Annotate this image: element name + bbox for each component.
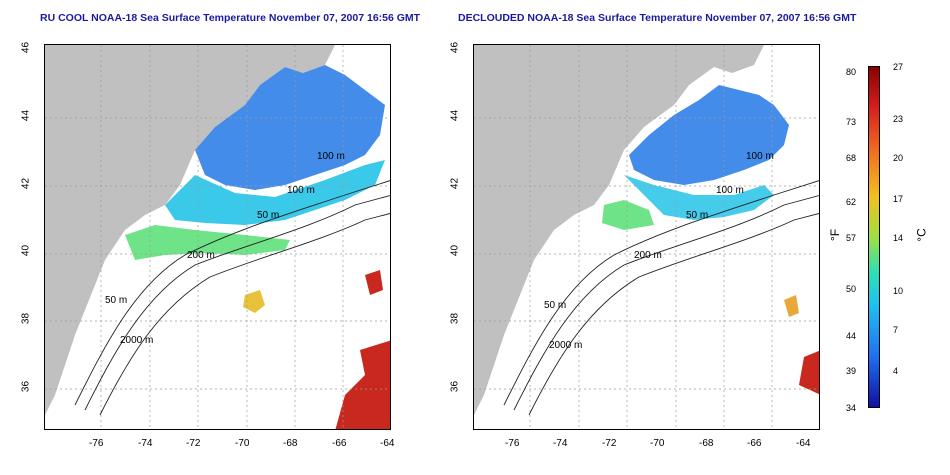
sst-cold-region	[629, 85, 789, 185]
contour-label-2000m: 2000 m	[120, 335, 154, 346]
right-y-tick: 42	[449, 177, 461, 190]
sst-warm-patch	[243, 290, 265, 313]
right-x-tick: -66	[747, 438, 762, 449]
sst-hot-patch	[365, 270, 383, 295]
grid-lines	[45, 45, 390, 429]
colorbar-c-label: 4	[893, 366, 899, 376]
contour-label-50m-2: 50 m	[544, 300, 567, 311]
right-panel-title: DECLOUDED NOAA-18 Sea Surface Temperatur…	[458, 12, 857, 24]
right-sst-map: 100 m 100 m 50 m 200 m 50 m 2000 m	[473, 44, 820, 430]
left-y-tick: 40	[20, 244, 32, 257]
right-y-tick: 46	[449, 41, 461, 54]
left-x-tick: -66	[332, 438, 347, 449]
colorbar-c-label: 20	[893, 153, 904, 163]
left-map-graphic	[45, 45, 390, 429]
contour-label-2000m: 2000 m	[549, 340, 583, 351]
colorbar-c-label: 14	[893, 233, 904, 243]
right-y-tick: 38	[449, 312, 461, 325]
right-x-tick: -64	[796, 438, 811, 449]
fahrenheit-unit-label: °F	[828, 228, 843, 242]
colorbar-c-label: 27	[893, 62, 904, 72]
colorbar-c-label: 7	[893, 325, 899, 335]
grid-lines	[474, 45, 819, 429]
left-y-tick: 38	[20, 312, 32, 325]
celsius-unit-label: °C	[914, 228, 929, 242]
sst-mild-region	[602, 200, 654, 230]
right-x-tick: -68	[699, 438, 714, 449]
left-x-tick: -74	[138, 438, 153, 449]
left-sst-map: 100 m 100 m 50 m 200 m 50 m 2000 m	[44, 44, 391, 430]
right-x-tick: -74	[553, 438, 568, 449]
contour-label-200m: 200 m	[187, 250, 215, 261]
contour-label-50m-2: 50 m	[105, 295, 128, 306]
sst-mild-region	[125, 225, 290, 260]
colorbar-f-label: 68	[846, 153, 857, 163]
sst-hot-region	[799, 350, 819, 395]
sst-cold-region	[195, 65, 385, 190]
contour-label-100m: 100 m	[746, 151, 774, 162]
bathymetry-contours	[503, 180, 819, 416]
temperature-colorbar	[868, 66, 880, 408]
land-mass	[474, 45, 764, 415]
sst-cool-region	[624, 175, 774, 220]
right-x-tick: -70	[650, 438, 665, 449]
contour-label-200m: 200 m	[634, 250, 662, 261]
contour-label-100m-2: 100 m	[287, 185, 315, 196]
colorbar-c-label: 23	[893, 114, 904, 124]
left-x-tick: -72	[186, 438, 201, 449]
colorbar-f-label: 80	[846, 67, 857, 77]
contour-label-50m: 50 m	[257, 210, 280, 221]
left-x-tick: -76	[89, 438, 104, 449]
right-x-tick: -72	[602, 438, 617, 449]
colorbar-f-label: 34	[846, 403, 857, 413]
colorbar-f-label: 44	[846, 331, 857, 341]
left-x-tick: -70	[235, 438, 250, 449]
left-y-tick: 36	[20, 380, 32, 393]
right-y-tick: 44	[449, 109, 461, 122]
land-mass	[45, 45, 335, 415]
left-x-tick: -68	[283, 438, 298, 449]
colorbar-f-label: 39	[846, 366, 857, 376]
sst-warm-patch	[784, 295, 799, 317]
left-panel-title: RU COOL NOAA-18 Sea Surface Temperature …	[40, 12, 421, 24]
left-y-tick: 42	[20, 177, 32, 190]
left-x-tick: -64	[380, 438, 395, 449]
sst-hot-region	[335, 340, 390, 429]
contour-label-50m: 50 m	[686, 210, 709, 221]
left-y-tick: 44	[20, 109, 32, 122]
colorbar-f-label: 73	[846, 117, 857, 127]
right-x-tick: -76	[505, 438, 520, 449]
right-y-tick: 40	[449, 244, 461, 257]
colorbar-f-label: 50	[846, 284, 857, 294]
right-y-tick: 36	[449, 380, 461, 393]
colorbar-f-label: 62	[846, 197, 857, 207]
colorbar-c-label: 17	[893, 194, 904, 204]
contour-label-100m-2: 100 m	[716, 185, 744, 196]
bathymetry-contours	[74, 180, 390, 416]
colorbar-c-label: 10	[893, 286, 904, 296]
contour-label-100m: 100 m	[317, 151, 345, 162]
left-y-tick: 46	[20, 41, 32, 54]
sst-cool-region	[165, 160, 385, 225]
right-map-graphic	[474, 45, 819, 429]
colorbar-f-label: 57	[846, 233, 857, 243]
